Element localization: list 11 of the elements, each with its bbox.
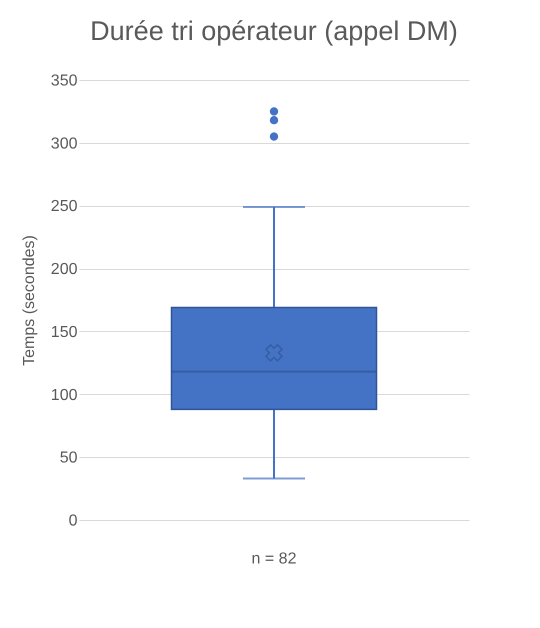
y-tick-label: 50 [60, 450, 78, 467]
y-tick-label: 150 [50, 324, 78, 341]
y-tick-label: 0 [68, 512, 78, 530]
y-tick-label: 250 [50, 198, 78, 216]
x-tick-label: n = 82 [252, 550, 297, 568]
chart-title: Durée tri opérateur (appel DM) [90, 16, 458, 46]
y-axis-title: Temps (secondes) [20, 235, 38, 366]
y-tick-label: 200 [50, 261, 78, 278]
y-tick-label: 350 [50, 72, 78, 90]
y-tick-label: 300 [50, 135, 78, 152]
y-tick-label: 100 [50, 386, 78, 404]
